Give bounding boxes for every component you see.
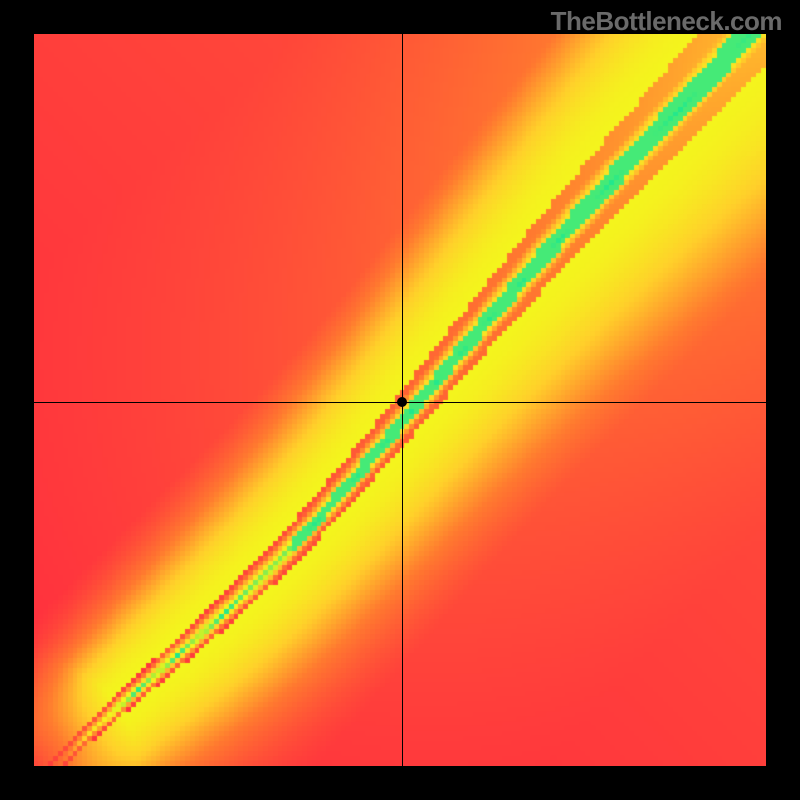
plot-area: [34, 34, 766, 766]
watermark-text: TheBottleneck.com: [551, 6, 782, 37]
crosshair-dot: [397, 397, 407, 407]
chart-container: TheBottleneck.com: [0, 0, 800, 800]
